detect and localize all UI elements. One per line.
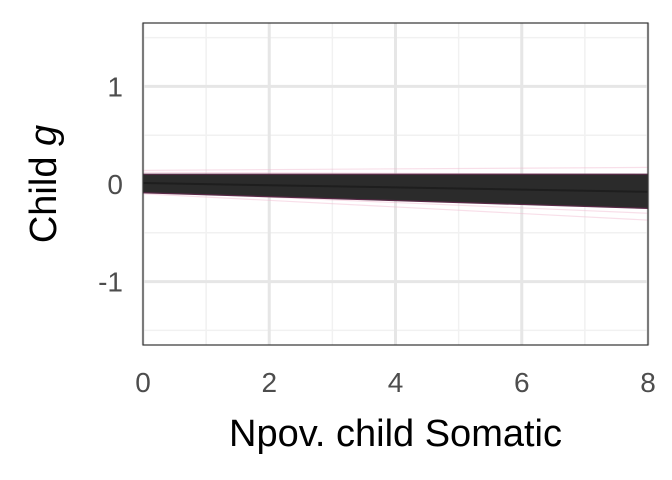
y-axis-label-variable: g bbox=[23, 125, 65, 146]
x-tick-label: 0 bbox=[135, 367, 151, 398]
plot-frame bbox=[142, 22, 649, 346]
x-tick-label: 8 bbox=[640, 367, 656, 398]
y-tick-label: 1 bbox=[107, 71, 123, 102]
x-tick-label: 6 bbox=[514, 367, 530, 398]
draw-line-outer bbox=[142, 166, 649, 171]
x-axis-label: Npov. child Somatic bbox=[229, 413, 562, 455]
y-tick-label: 0 bbox=[107, 169, 123, 200]
y-axis-label-prefix: Child bbox=[23, 146, 65, 243]
x-tick-label: 4 bbox=[388, 367, 404, 398]
y-axis-ticks: -1 0 1 bbox=[98, 71, 123, 297]
draw-line-outer bbox=[142, 193, 649, 221]
band-area bbox=[143, 174, 648, 209]
y-tick-label: -1 bbox=[98, 267, 123, 298]
y-axis-label: Child g bbox=[23, 125, 65, 243]
credible-band bbox=[142, 173, 649, 209]
mean-line bbox=[142, 182, 649, 193]
x-tick-label: 2 bbox=[261, 367, 277, 398]
x-axis-ticks: 0 2 4 6 8 bbox=[135, 367, 656, 398]
band-lower-edge bbox=[142, 192, 649, 209]
